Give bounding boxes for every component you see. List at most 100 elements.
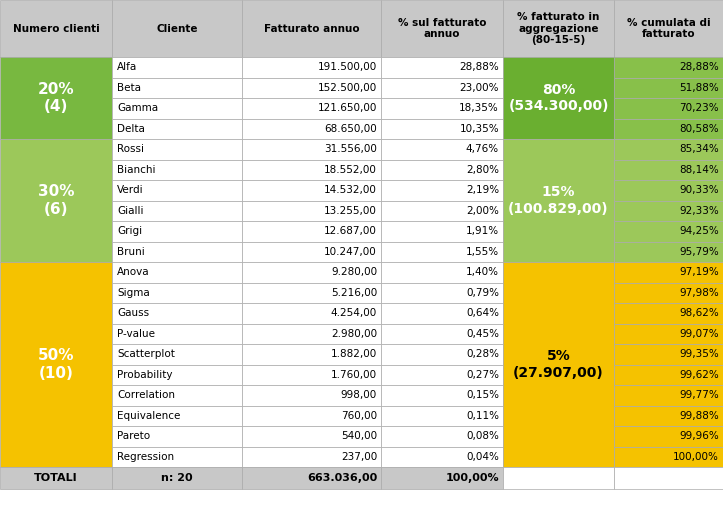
Text: 98,62%: 98,62%: [679, 308, 719, 318]
Bar: [614, 446, 723, 467]
Text: Rossi: Rossi: [117, 144, 144, 154]
Text: 30%
(6): 30% (6): [38, 184, 74, 217]
Text: 99,96%: 99,96%: [679, 431, 719, 441]
Text: 99,62%: 99,62%: [679, 370, 719, 380]
Bar: [112, 303, 242, 324]
Text: Verdi: Verdi: [117, 185, 144, 195]
Bar: [381, 262, 503, 282]
Text: Gamma: Gamma: [117, 103, 158, 113]
Text: 94,25%: 94,25%: [679, 226, 719, 236]
Text: 80,58%: 80,58%: [680, 124, 719, 134]
Text: 100,00%: 100,00%: [445, 473, 499, 483]
Text: 18,35%: 18,35%: [459, 103, 499, 113]
Bar: [242, 139, 381, 159]
Bar: [381, 344, 503, 364]
Bar: [112, 324, 242, 344]
Text: Scatterplot: Scatterplot: [117, 349, 175, 359]
Text: Gialli: Gialli: [117, 206, 143, 216]
Bar: [614, 262, 723, 282]
Bar: [381, 159, 503, 180]
Bar: [112, 201, 242, 221]
Bar: [503, 467, 614, 489]
Bar: [112, 241, 242, 262]
Text: Anova: Anova: [117, 267, 150, 277]
Bar: [614, 282, 723, 303]
Bar: [381, 57, 503, 77]
Text: 70,23%: 70,23%: [680, 103, 719, 113]
Bar: [381, 406, 503, 426]
Text: 2,19%: 2,19%: [466, 185, 499, 195]
Bar: [614, 180, 723, 201]
Bar: [614, 139, 723, 159]
Text: 100,00%: 100,00%: [673, 452, 719, 462]
Bar: [0, 139, 112, 262]
Text: 998,00: 998,00: [341, 390, 377, 400]
Text: 90,33%: 90,33%: [680, 185, 719, 195]
Text: 95,79%: 95,79%: [679, 247, 719, 257]
Bar: [112, 139, 242, 159]
Bar: [242, 77, 381, 98]
Text: 540,00: 540,00: [341, 431, 377, 441]
Text: 99,07%: 99,07%: [680, 329, 719, 339]
Bar: [614, 0, 723, 57]
Text: 0,64%: 0,64%: [466, 308, 499, 318]
Bar: [503, 262, 614, 467]
Bar: [614, 57, 723, 77]
Bar: [381, 221, 503, 241]
Text: Cliente: Cliente: [156, 23, 198, 34]
Text: 5%
(27.907,00): 5% (27.907,00): [513, 349, 604, 380]
Text: 0,45%: 0,45%: [466, 329, 499, 339]
Text: Correlation: Correlation: [117, 390, 175, 400]
Bar: [0, 57, 112, 139]
Bar: [242, 385, 381, 406]
Bar: [381, 324, 503, 344]
Text: 4.254,00: 4.254,00: [330, 308, 377, 318]
Bar: [112, 57, 242, 77]
Text: 92,33%: 92,33%: [679, 206, 719, 216]
Text: Pareto: Pareto: [117, 431, 150, 441]
Bar: [242, 98, 381, 119]
Bar: [381, 241, 503, 262]
Text: 2.980,00: 2.980,00: [331, 329, 377, 339]
Text: 5.216,00: 5.216,00: [330, 288, 377, 298]
Text: 99,35%: 99,35%: [679, 349, 719, 359]
Text: 9.280,00: 9.280,00: [331, 267, 377, 277]
Text: 68.650,00: 68.650,00: [324, 124, 377, 134]
Text: 85,34%: 85,34%: [679, 144, 719, 154]
Text: % fatturato in
aggregazione
(80-15-5): % fatturato in aggregazione (80-15-5): [518, 12, 599, 45]
Bar: [112, 364, 242, 385]
Bar: [381, 426, 503, 446]
Text: 1,40%: 1,40%: [466, 267, 499, 277]
Text: 1,55%: 1,55%: [466, 247, 499, 257]
Text: 12.687,00: 12.687,00: [324, 226, 377, 236]
Text: 0,79%: 0,79%: [466, 288, 499, 298]
Bar: [112, 446, 242, 467]
Bar: [242, 467, 381, 489]
Bar: [242, 221, 381, 241]
Bar: [614, 385, 723, 406]
Text: Alfa: Alfa: [117, 62, 137, 72]
Bar: [242, 262, 381, 282]
Bar: [381, 364, 503, 385]
Text: 51,88%: 51,88%: [679, 83, 719, 93]
Text: 18.552,00: 18.552,00: [324, 165, 377, 175]
Bar: [242, 0, 381, 57]
Text: 2,00%: 2,00%: [466, 206, 499, 216]
Text: 0,28%: 0,28%: [466, 349, 499, 359]
Bar: [242, 241, 381, 262]
Text: Bianchi: Bianchi: [117, 165, 155, 175]
Text: Probability: Probability: [117, 370, 173, 380]
Text: 88,14%: 88,14%: [679, 165, 719, 175]
Text: P-value: P-value: [117, 329, 155, 339]
Bar: [381, 98, 503, 119]
Text: 99,77%: 99,77%: [679, 390, 719, 400]
Bar: [503, 57, 614, 139]
Bar: [112, 119, 242, 139]
Bar: [242, 406, 381, 426]
Bar: [112, 406, 242, 426]
Text: Fatturato annuo: Fatturato annuo: [264, 23, 359, 34]
Text: Grigi: Grigi: [117, 226, 142, 236]
Text: 13.255,00: 13.255,00: [324, 206, 377, 216]
Bar: [381, 446, 503, 467]
Text: Regression: Regression: [117, 452, 174, 462]
